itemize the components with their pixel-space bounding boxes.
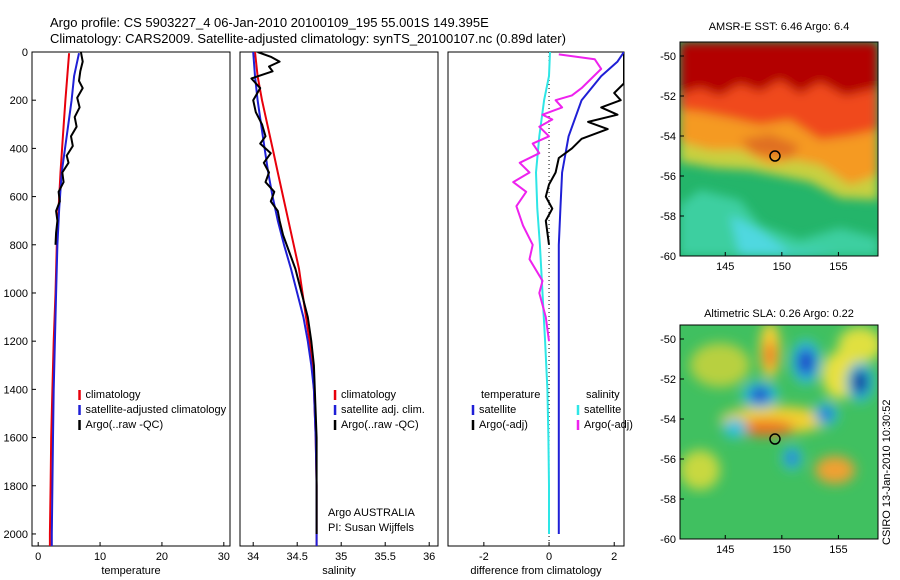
salinity-panel: 34 34.5 35 35.5 36 salinity climatology satelli… <box>239 51 439 577</box>
temperature-xtick-label: 0 <box>35 551 41 563</box>
salinity-legend-label: Argo(..raw -QC) <box>341 419 419 431</box>
sst-xtick-label: 155 <box>829 261 847 273</box>
temperature-series-blue <box>50 52 80 546</box>
sst-map-frame <box>679 41 879 257</box>
salinity-series-red <box>254 52 318 546</box>
difference-legend-label: satellite <box>479 404 516 416</box>
temperature-xtick-label: 10 <box>94 551 106 563</box>
difference-xtick-label: -2 <box>479 551 489 563</box>
salinity-annotation: Argo AUSTRALIA <box>328 507 415 519</box>
sla-ytick-label: -52 <box>660 374 676 386</box>
sla-xtick-label: 145 <box>716 544 734 556</box>
sst-ytick-label: -58 <box>660 211 676 223</box>
salinity-series-group <box>250 52 318 546</box>
difference-xlabel: difference from climatology <box>470 565 602 577</box>
sla-argo-marker <box>769 433 781 445</box>
salinity-xtick-label: 36 <box>423 551 435 563</box>
temperature-panel: 0 10 20 30 0 200 400 600 800 1000 1200 1400 1600 1800… <box>4 47 231 577</box>
temperature-legend-label: Argo(..raw -QC) <box>86 419 164 431</box>
sla-map <box>680 325 878 539</box>
difference-axes-frame <box>447 51 625 547</box>
temperature-ytick-label: 2000 <box>4 529 28 541</box>
sst-ytick-label: -52 <box>660 91 676 103</box>
temperature-axes-frame <box>31 51 231 547</box>
sst-ytick-label: -50 <box>660 51 676 63</box>
salinity-xtick-label: 35 <box>335 551 347 563</box>
salinity-legend-label: satellite adj. clim. <box>341 404 425 416</box>
difference-legend-label: temperature <box>481 389 540 401</box>
salinity-axes-frame <box>239 51 439 547</box>
temperature-legend-label: satellite-adjusted climatology <box>86 404 227 416</box>
temperature-xlabel: temperature <box>101 565 160 577</box>
salinity-xtick-label: 35.5 <box>374 551 395 563</box>
sst-map-title: AMSR-E SST: 6.46 Argo: 6.4 <box>709 21 850 33</box>
temperature-ytick-label: 1000 <box>4 288 28 300</box>
figure-title-line2: Climatology: CARS2009. Satellite-adjuste… <box>50 31 566 46</box>
difference-series-magenta <box>512 53 603 342</box>
temperature-ytick-label: 1600 <box>4 433 28 445</box>
salinity-xlabel: salinity <box>322 565 356 577</box>
sla-ytick-label: -56 <box>660 454 676 466</box>
sla-ytick-label: -58 <box>660 494 676 506</box>
sst-map <box>680 42 878 256</box>
salinity-xtick-label: 34.5 <box>286 551 307 563</box>
temperature-series-black <box>54 52 84 245</box>
temperature-ytick-label: 200 <box>10 95 28 107</box>
difference-series-black <box>544 54 624 245</box>
sst-map-axes: 145 150 155 -50 -52 -54 -56 -58 -60 <box>660 51 847 273</box>
temperature-ytick-label: 1400 <box>4 384 28 396</box>
sla-xtick-label: 155 <box>829 544 847 556</box>
figure-title-line1: Argo profile: CS 5903227_4 06-Jan-2010 2… <box>50 15 489 30</box>
difference-series-group <box>512 52 624 534</box>
difference-series-blue <box>557 52 624 534</box>
temperature-legend-label: climatology <box>86 389 142 401</box>
difference-xtick-label: 2 <box>611 551 617 563</box>
difference-legend-label: salinity <box>586 389 620 401</box>
sst-argo-marker <box>769 150 781 162</box>
sla-map-frame <box>679 324 879 540</box>
temperature-ytick-label: 1200 <box>4 336 28 348</box>
salinity-annotation: PI: Susan Wijffels <box>328 522 414 534</box>
temperature-ytick-label: 400 <box>10 143 28 155</box>
sst-xtick-label: 150 <box>773 261 791 273</box>
salinity-xtick-label: 34 <box>247 551 259 563</box>
profile-panels: 0 10 20 30020040060080010001200140016001800… <box>4 47 633 577</box>
salinity-legend-label: climatology <box>341 389 397 401</box>
temperature-ytick-label: 0 <box>22 47 28 59</box>
sst-xtick-label: 145 <box>716 261 734 273</box>
temperature-series-group <box>48 52 84 546</box>
sla-xtick-label: 150 <box>773 544 791 556</box>
difference-series-cyan <box>535 52 551 534</box>
temperature-ytick-label: 600 <box>10 192 28 204</box>
difference-legend-label: satellite <box>584 404 621 416</box>
sla-map-axes: 145 150 155 -50 -52 -54 -56 -58 -60 <box>660 334 847 556</box>
csiro-timestamp: CSIRO 13-Jan-2010 10:30:52 <box>881 399 893 545</box>
temperature-xtick-label: 20 <box>156 551 168 563</box>
sst-ytick-label: -56 <box>660 171 676 183</box>
temperature-ytick-label: 800 <box>10 240 28 252</box>
sla-ytick-label: -60 <box>660 534 676 546</box>
difference-xtick-label: 0 <box>546 551 552 563</box>
sla-ytick-label: -50 <box>660 334 676 346</box>
temperature-xtick-label: 30 <box>218 551 230 563</box>
sst-ytick-label: -60 <box>660 251 676 263</box>
sla-ytick-label: -54 <box>660 414 676 426</box>
difference-panel: -2 0 2 difference from climatology temperatu… <box>447 51 633 577</box>
sla-map-title: Altimetric SLA: 0.26 Argo: 0.22 <box>704 308 854 320</box>
difference-legend-label: Argo(-adj) <box>584 419 633 431</box>
difference-legend-label: Argo(-adj) <box>479 419 528 431</box>
temperature-ytick-label: 1800 <box>4 481 28 493</box>
salinity-series-black <box>250 52 318 534</box>
sst-ytick-label: -54 <box>660 131 676 143</box>
